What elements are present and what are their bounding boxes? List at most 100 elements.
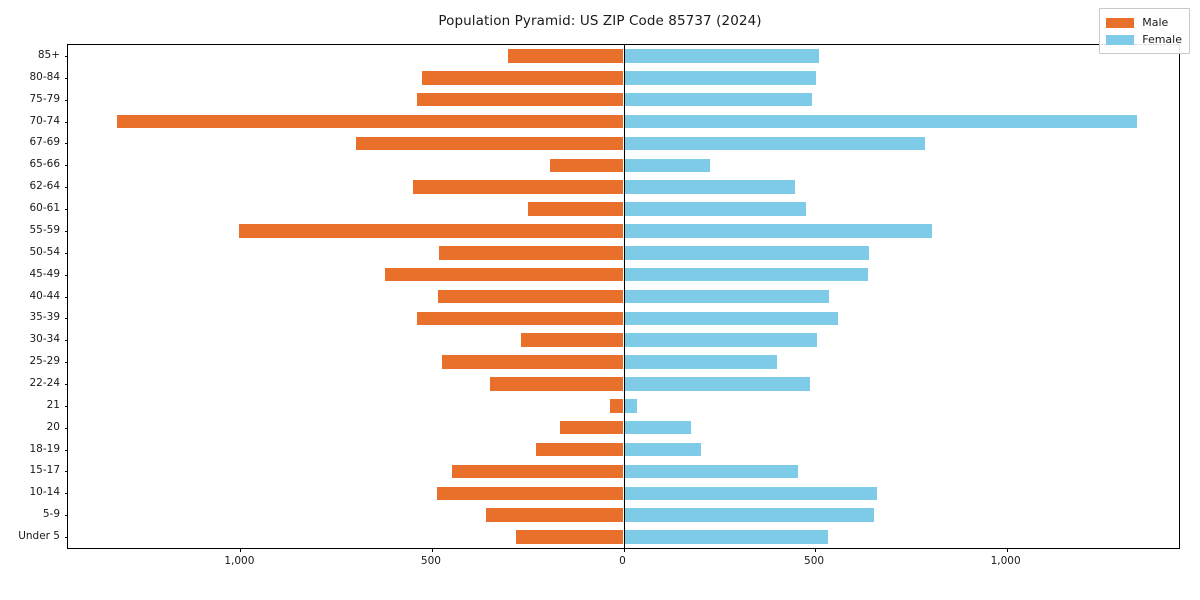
y-axis-tick-label: 30-34: [29, 332, 60, 345]
y-axis-tick-mark: [64, 537, 68, 539]
chart-title: Population Pyramid: US ZIP Code 85737 (2…: [438, 13, 762, 29]
y-axis-tick-label: Under 5: [18, 529, 60, 542]
bar-row: [68, 71, 1179, 85]
bar-row: [68, 224, 1179, 238]
x-axis-tick-mark: [431, 548, 433, 552]
bar-male: [490, 377, 624, 391]
x-axis-tick-labels: 1,000 500 0 500 1,000: [67, 556, 1180, 576]
y-axis-tick-mark: [64, 296, 68, 298]
y-axis-tick-label: 22-24: [29, 376, 60, 389]
bar-row: [68, 355, 1179, 369]
bar-male: [560, 420, 624, 435]
y-axis-tick-label: 65-66: [29, 158, 60, 171]
y-axis-tick-mark: [64, 187, 68, 189]
bar-male: [508, 49, 624, 63]
bar-female: [623, 464, 798, 479]
bar-male: [355, 136, 624, 151]
y-axis-tick-mark: [64, 362, 68, 364]
bar-male: [436, 486, 624, 501]
bar-row: [68, 267, 1179, 282]
y-axis-tick-label: 20: [46, 420, 60, 433]
bar-row: [68, 530, 1179, 544]
bar-male: [610, 399, 624, 413]
bar-female: [623, 420, 691, 435]
y-axis-tick-mark: [64, 427, 68, 429]
legend-label: Male: [1142, 16, 1169, 29]
x-axis-tick-mark: [1006, 548, 1008, 552]
y-axis-tick-label: 85+: [37, 48, 60, 61]
y-axis-tick-mark: [64, 383, 68, 385]
bar-male: [239, 224, 624, 238]
bar-male: [441, 355, 624, 369]
bar-male: [412, 180, 624, 194]
x-axis-tick-mark: [623, 548, 625, 552]
bar-row: [68, 92, 1179, 107]
bar-male: [550, 158, 624, 173]
bar-row: [68, 399, 1179, 413]
y-axis-tick-label: 10-14: [29, 486, 60, 499]
y-axis-tick-mark: [64, 209, 68, 211]
bar-male: [438, 289, 624, 304]
legend-swatch-icon: [1106, 34, 1135, 45]
legend-entry: Male: [1106, 14, 1182, 31]
bar-row: [68, 49, 1179, 63]
bar-female: [623, 399, 637, 413]
bar-row: [68, 245, 1179, 260]
bar-female: [623, 180, 796, 194]
bar-female: [623, 49, 820, 63]
y-axis-tick-label: 21: [46, 398, 60, 411]
chart-legend: Male Female: [1099, 8, 1190, 54]
y-axis-tick-labels: 85+ 80-84 75-79 70-74 67-69 65-66 62-64 60-61 55…: [0, 44, 60, 549]
y-axis-tick-label: 55-59: [29, 223, 60, 236]
legend-label: Female: [1142, 33, 1182, 46]
bar-male: [117, 114, 624, 129]
x-axis-tick-label: 1,000: [990, 555, 1021, 567]
bar-male: [521, 333, 624, 347]
y-axis-tick-mark: [64, 165, 68, 167]
bar-male: [485, 508, 624, 522]
bar-female: [623, 202, 807, 216]
y-axis-tick-mark: [64, 318, 68, 320]
y-axis-tick-label: 75-79: [29, 92, 60, 105]
y-axis-tick-mark: [64, 143, 68, 145]
bar-female: [623, 92, 813, 107]
plot-area: [64, 44, 1180, 552]
bar-female: [623, 245, 869, 260]
y-axis-tick-mark: [64, 252, 68, 254]
bar-row: [68, 311, 1179, 326]
bar-male: [417, 92, 624, 107]
bar-male: [536, 442, 624, 457]
y-axis-tick-label: 25-29: [29, 354, 60, 367]
y-axis-tick-mark: [64, 449, 68, 451]
x-axis-tick-mark: [815, 548, 817, 552]
bar-male: [384, 267, 624, 282]
bar-female: [623, 267, 868, 282]
bar-male: [528, 202, 624, 216]
y-axis-tick-label: 80-84: [29, 70, 60, 83]
bar-row: [68, 508, 1179, 522]
bar-female: [623, 311, 839, 326]
bar-row: [68, 333, 1179, 347]
bar-row: [68, 202, 1179, 216]
bar-female: [623, 355, 777, 369]
legend-swatch-icon: [1106, 17, 1135, 28]
bar-row: [68, 420, 1179, 435]
bar-female: [623, 442, 702, 457]
y-axis-tick-mark: [64, 77, 68, 79]
bar-row: [68, 289, 1179, 304]
y-axis-tick-mark: [64, 274, 68, 276]
y-axis-tick-label: 67-69: [29, 136, 60, 149]
y-axis-tick-label: 18-19: [29, 442, 60, 455]
y-axis-tick-mark: [64, 121, 68, 123]
bar-male: [438, 245, 624, 260]
bar-female: [623, 224, 933, 238]
bar-row: [68, 464, 1179, 479]
y-axis-tick-mark: [64, 340, 68, 342]
y-axis-tick-label: 35-39: [29, 311, 60, 324]
legend-entry: Female: [1106, 31, 1182, 48]
bar-row: [68, 158, 1179, 173]
bar-row: [68, 377, 1179, 391]
bar-female: [623, 289, 830, 304]
x-axis-tick-label: 0: [619, 555, 626, 567]
